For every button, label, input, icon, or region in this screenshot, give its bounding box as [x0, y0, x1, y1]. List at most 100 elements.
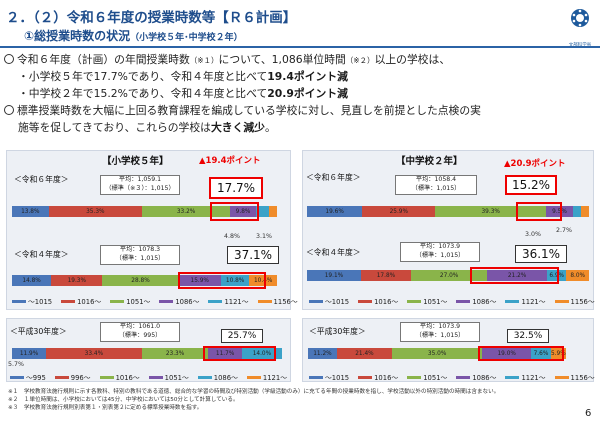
legend-swatch-icon: [309, 299, 323, 303]
middle-h30-label: ＜平成30年度＞: [309, 327, 366, 336]
middle-legend: ～1015 1016～ 1051～ 1086～ 1121～ 1156～: [309, 296, 600, 306]
bar-segment: 11.7%: [208, 348, 242, 359]
legend-swatch-icon: [12, 299, 26, 303]
elementary-r6-percentage: 17.7%: [209, 177, 263, 199]
legend-swatch-icon: [257, 299, 272, 303]
legend-swatch-icon: [358, 299, 373, 303]
legend-item: 1156～: [570, 298, 595, 306]
elementary-r4-percentage: 37.1%: [227, 246, 279, 264]
legend-swatch-icon: [10, 375, 24, 379]
legend-swatch-icon: [61, 299, 76, 303]
legend-swatch-icon: [309, 375, 323, 379]
elementary-r6-label: ＜令和６年度＞: [14, 175, 69, 184]
elementary-point-decrease: ▲19.4ポイント: [199, 156, 261, 166]
legend-swatch-icon: [554, 299, 569, 303]
middle-h30-percentage: 32.5%: [507, 329, 549, 343]
bar-segment: 13.8%: [12, 206, 49, 217]
elementary-h30-percentage: 25.7%: [221, 329, 263, 343]
legend-item: 1051～: [126, 298, 151, 306]
middle-r4-avg-box: 平均：1073.9 （標準：1,015）: [400, 242, 480, 262]
legend-item: 996～: [70, 374, 91, 382]
bullet-1-line-3: ・中学校２年で15.2%であり、令和４年度と比べて20.9ポイント減: [18, 87, 348, 100]
bar-segment: 14.0%: [241, 348, 282, 359]
bar-segment: 9.8%: [230, 206, 257, 217]
bar-segment: 10.4%: [249, 275, 277, 286]
elementary-h30-avg-box: 平均：1061.0 （標準：995）: [100, 322, 180, 342]
legend-swatch-icon: [208, 299, 223, 303]
legend-item: 1156～: [570, 374, 595, 382]
legend-item: 1121～: [262, 374, 287, 382]
bar-segment: 25.9%: [362, 206, 436, 217]
bar-segment: [256, 206, 269, 217]
bar-segment: 15.9%: [178, 275, 221, 286]
middle-r6-highlight: [516, 202, 562, 221]
legend-item: 1086～: [472, 298, 497, 306]
bar-segment: [572, 206, 582, 217]
legend-swatch-icon: [54, 375, 69, 379]
bullet-1-line-2: ・小学校５年で17.7%であり、令和４年度と比べて19.4ポイント減: [18, 70, 348, 83]
bar-segment: 14.8%: [12, 275, 52, 286]
bar-segment: [268, 206, 277, 217]
middle-r4-label: ＜令和４年度＞: [306, 248, 361, 257]
legend-item: 1016～: [77, 298, 102, 306]
legend-item: 1051～: [423, 298, 448, 306]
middle-r4-percentage: 36.1%: [515, 245, 567, 263]
bar-segment: 8.0%: [566, 270, 589, 281]
legend-swatch-icon: [99, 375, 114, 379]
middle-r6-note-1121: 3.0%: [525, 231, 541, 238]
bar-segment: 17.8%: [360, 270, 412, 281]
bar-segment: 6.9%: [546, 270, 567, 281]
legend-item: 1016～: [374, 374, 399, 382]
bar-segment: 11.2%: [308, 348, 337, 359]
legend-item: 1121～: [521, 374, 546, 382]
bar-segment: 21.2%: [487, 270, 547, 281]
legend-item: 1051～: [164, 374, 189, 382]
legend-swatch-icon: [407, 375, 422, 379]
bullet-1: 令和６年度（計画）の年間授業時数（※１）について、1,086単位時間（※２）以上…: [4, 51, 450, 69]
bar-segment: 19.3%: [51, 275, 103, 286]
elementary-h30-note: 5.7%: [8, 361, 24, 368]
bar-segment: 33.4%: [46, 348, 142, 359]
legend-item: ～1015: [325, 374, 350, 382]
elementary-h30-highlight: [203, 346, 276, 361]
legend-swatch-icon: [358, 375, 373, 379]
middle-point-decrease: ▲20.9ポイント: [504, 159, 566, 169]
bar-segment: 27.0%: [411, 270, 488, 281]
bar-segment: 11.9%: [12, 348, 47, 359]
elementary-r4-avg-box: 平均：1078.3 （標準：1,015）: [100, 245, 180, 265]
legend-item: ～1015: [325, 298, 350, 306]
elementary-h30-bar: 11.9% 33.4% 23.3% 11.7% 14.0%: [12, 348, 282, 359]
elementary-r4-highlight: [178, 272, 266, 289]
legend-item: 1016～: [374, 298, 399, 306]
bar-segment: 33.2%: [142, 206, 231, 217]
legend-item: ～1015: [28, 298, 53, 306]
middle-r6-bar: 19.6% 25.9% 39.3% 9.5%: [307, 206, 589, 217]
elementary-r6-highlight: [210, 202, 259, 221]
middle-r4-bar: 19.1% 17.8% 27.0% 21.2% 6.9% 8.0%: [307, 270, 589, 281]
footnote-1: ※１ 学校教育法施行規則に示す各教科、特別の教科である道徳、総合的な学習の時間及…: [8, 389, 500, 395]
footnote-2: ※２ １単位時間は、小学校においては45分、中学校においては50分として計算して…: [8, 397, 239, 403]
bar-segment: 28.8%: [102, 275, 179, 286]
page-number: 6: [585, 408, 592, 419]
bullet-circle-icon: [4, 105, 14, 115]
ministry-logo: 文部科学省: [565, 5, 595, 48]
elementary-r6-note-1121: 4.8%: [224, 233, 240, 240]
middle-r6-avg-box: 平均：1058.4 （標準：1,015）: [395, 175, 477, 195]
legend-item: 1086～: [472, 374, 497, 382]
bar-segment: 39.3%: [435, 206, 547, 217]
bar-segment: 23.3%: [141, 348, 209, 359]
legend-swatch-icon: [456, 375, 471, 379]
legend-item: 1156～: [273, 298, 298, 306]
bar-segment: 10.8%: [220, 275, 250, 286]
legend-item: 1086～: [175, 298, 200, 306]
bar-segment: 19.6%: [307, 206, 363, 217]
bar-segment: [581, 206, 589, 217]
elementary-r6-note-1156: 3.1%: [256, 233, 272, 240]
middle-r4-highlight: [470, 267, 559, 284]
elementary-r6-bar: 13.8% 35.3% 33.2% 9.8%: [12, 206, 277, 217]
legend-swatch-icon: [197, 375, 212, 379]
legend-swatch-icon: [159, 299, 174, 303]
middle-h30-highlight: [478, 346, 564, 361]
middle-h30-legend: ～1015 1016～ 1051～ 1086～ 1121～ 1156～: [309, 372, 600, 382]
elementary-legend: ～1015 1016～ 1051～ 1086～ 1121～ 1156～: [12, 296, 307, 306]
